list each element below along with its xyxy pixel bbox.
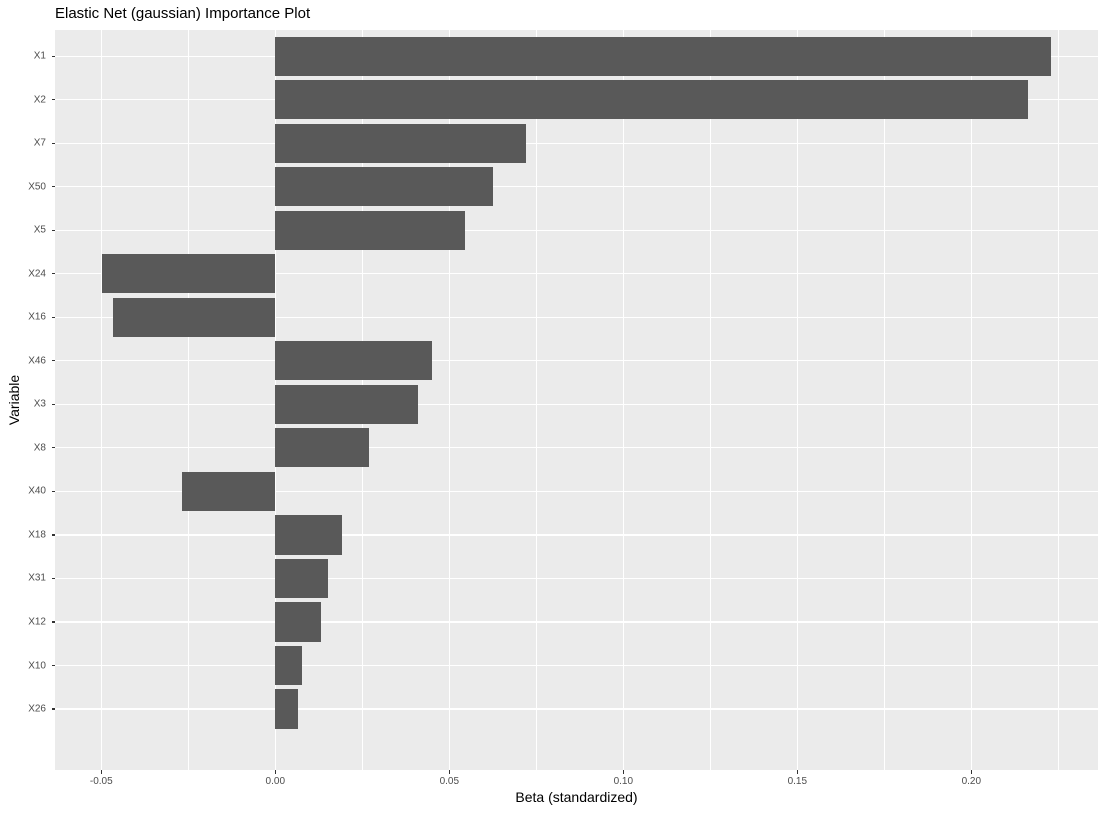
minor-gridline-x	[1057, 30, 1059, 770]
y-tick-label-X10: X10	[28, 660, 46, 672]
x-tick-mark	[622, 770, 624, 774]
bar-X3	[275, 384, 418, 424]
y-tick-mark	[51, 490, 55, 492]
major-gridline-x	[970, 30, 972, 770]
major-gridline-y	[55, 664, 1098, 667]
major-gridline-y	[55, 447, 1098, 449]
y-tick-label-X3: X3	[33, 398, 46, 410]
y-axis: X1 X2 X7 X50 X5 X24 X16 X46 X3 X8 X40 X18 X31 X12 X10 X…	[0, 30, 55, 770]
major-gridline-x	[448, 30, 450, 770]
y-tick-mark	[51, 360, 55, 362]
major-gridline-x	[796, 30, 798, 770]
major-gridline-y	[55, 186, 1098, 188]
bar-X31	[275, 558, 329, 599]
y-tick-label-X2: X2	[33, 94, 46, 106]
y-tick-label-X16: X16	[28, 311, 46, 323]
x-tick-label-0.20: 0.20	[961, 776, 982, 787]
y-tick-label-X24: X24	[28, 268, 46, 280]
minor-gridline-x	[883, 30, 885, 770]
major-gridline-y	[55, 708, 1098, 710]
x-tick-label-0.10: 0.10	[613, 776, 634, 787]
y-tick-mark	[51, 447, 55, 449]
y-tick-label-X40: X40	[28, 485, 46, 497]
y-tick-mark	[51, 403, 55, 405]
y-tick-label-X46: X46	[28, 355, 46, 367]
x-tick-mark	[970, 770, 972, 774]
y-tick-mark	[51, 273, 55, 275]
x-axis: -0.05 0.00 0.05 0.10 0.15 0.20	[55, 770, 1098, 796]
bar-X16	[113, 297, 276, 337]
bar-X50	[275, 167, 493, 207]
major-gridline-y	[55, 360, 1098, 362]
plot-panel	[55, 30, 1098, 770]
bar-X12	[275, 602, 321, 642]
y-tick-label-X5: X5	[33, 224, 46, 236]
y-tick-mark	[51, 708, 55, 710]
y-tick-mark	[51, 534, 55, 536]
y-tick-mark	[51, 99, 55, 101]
bar-X24	[102, 254, 276, 294]
bar-X46	[275, 341, 433, 381]
major-gridline-x	[100, 30, 102, 770]
y-tick-mark	[51, 142, 55, 144]
bar-X10	[275, 645, 303, 686]
y-tick-label-X1: X1	[33, 50, 46, 62]
y-tick-mark	[51, 316, 55, 318]
x-tick-mark	[796, 770, 798, 774]
y-tick-label-X8: X8	[33, 442, 46, 454]
major-gridline-y	[55, 229, 1098, 231]
major-gridline-y	[55, 316, 1098, 318]
y-tick-mark	[51, 229, 55, 231]
y-tick-mark	[51, 664, 55, 667]
plot-title: Elastic Net (gaussian) Importance Plot	[55, 5, 311, 22]
y-tick-mark	[51, 186, 55, 188]
bar-X7	[275, 123, 526, 163]
y-tick-mark	[51, 621, 55, 623]
x-tick-mark	[100, 770, 102, 774]
x-axis-title: Beta (standardized)	[515, 789, 638, 805]
bar-X8	[275, 428, 370, 468]
y-tick-mark	[51, 55, 55, 57]
x-tick-label-0.05: 0.05	[439, 776, 460, 787]
bar-X40	[182, 471, 276, 511]
y-tick-label-X18: X18	[28, 529, 46, 541]
major-gridline-y	[55, 490, 1098, 492]
y-tick-mark	[51, 577, 55, 580]
major-gridline-y	[55, 142, 1098, 144]
bar-X1	[275, 36, 1051, 76]
x-tick-mark	[274, 770, 276, 774]
minor-gridline-x	[187, 30, 189, 770]
x-tick-label-0.00: 0.00	[265, 776, 286, 787]
y-tick-label-X7: X7	[33, 137, 46, 149]
minor-gridline-x	[709, 30, 711, 770]
bar-X26	[275, 689, 298, 729]
y-tick-label-X12: X12	[28, 616, 46, 628]
bar-X18	[275, 515, 343, 555]
x-tick-mark	[448, 770, 450, 774]
y-tick-label-X31: X31	[28, 572, 46, 584]
major-gridline-y	[55, 577, 1098, 580]
y-tick-label-X50: X50	[28, 181, 46, 193]
x-tick-label--0.05: -0.05	[89, 776, 113, 787]
minor-gridline-x	[535, 30, 537, 770]
major-gridline-y	[55, 403, 1098, 405]
bar-X5	[275, 210, 465, 250]
y-tick-label-X26: X26	[28, 703, 46, 715]
major-gridline-y	[55, 534, 1098, 536]
bar-X2	[275, 80, 1029, 120]
x-tick-label-0.15: 0.15	[787, 776, 808, 787]
major-gridline-x	[622, 30, 624, 770]
major-gridline-y	[55, 273, 1098, 275]
major-gridline-y	[55, 621, 1098, 623]
